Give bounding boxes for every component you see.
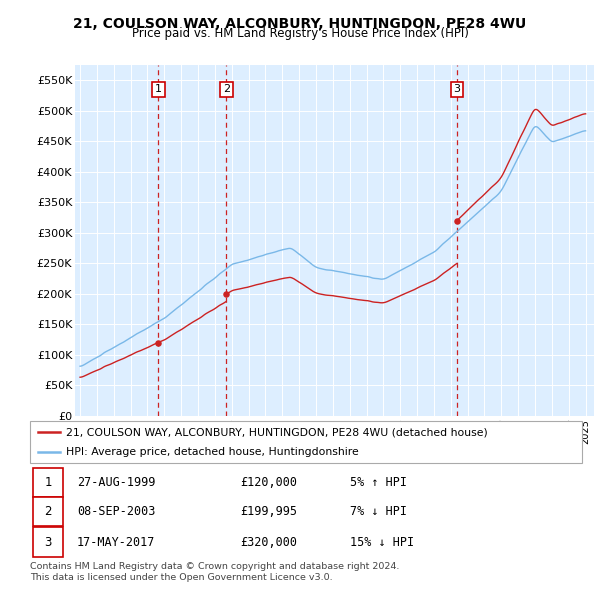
Text: Contains HM Land Registry data © Crown copyright and database right 2024.
This d: Contains HM Land Registry data © Crown c… (30, 562, 400, 582)
Text: 21, COULSON WAY, ALCONBURY, HUNTINGDON, PE28 4WU (detached house): 21, COULSON WAY, ALCONBURY, HUNTINGDON, … (66, 427, 488, 437)
Text: 5% ↑ HPI: 5% ↑ HPI (350, 476, 407, 489)
Text: 2: 2 (223, 84, 230, 94)
Text: 1: 1 (155, 84, 162, 94)
Text: 1: 1 (44, 476, 52, 489)
FancyBboxPatch shape (33, 527, 63, 556)
Text: 7% ↓ HPI: 7% ↓ HPI (350, 505, 407, 519)
Point (452, 216, 462, 225)
Text: 17-MAY-2017: 17-MAY-2017 (77, 536, 155, 549)
Text: 21, COULSON WAY, ALCONBURY, HUNTINGDON, PE28 4WU: 21, COULSON WAY, ALCONBURY, HUNTINGDON, … (73, 17, 527, 31)
Text: 2: 2 (44, 505, 52, 519)
Text: 3: 3 (44, 536, 52, 549)
Text: £320,000: £320,000 (240, 536, 297, 549)
FancyBboxPatch shape (33, 468, 63, 497)
Point (221, 289, 231, 299)
Text: 08-SEP-2003: 08-SEP-2003 (77, 505, 155, 519)
FancyBboxPatch shape (30, 421, 582, 463)
Text: 15% ↓ HPI: 15% ↓ HPI (350, 536, 414, 549)
Text: HPI: Average price, detached house, Huntingdonshire: HPI: Average price, detached house, Hunt… (66, 447, 359, 457)
FancyBboxPatch shape (33, 497, 63, 526)
Text: £120,000: £120,000 (240, 476, 297, 489)
Point (154, 338, 163, 348)
Text: £199,995: £199,995 (240, 505, 297, 519)
Text: 27-AUG-1999: 27-AUG-1999 (77, 476, 155, 489)
Text: 3: 3 (454, 84, 461, 94)
Text: Price paid vs. HM Land Registry's House Price Index (HPI): Price paid vs. HM Land Registry's House … (131, 27, 469, 40)
